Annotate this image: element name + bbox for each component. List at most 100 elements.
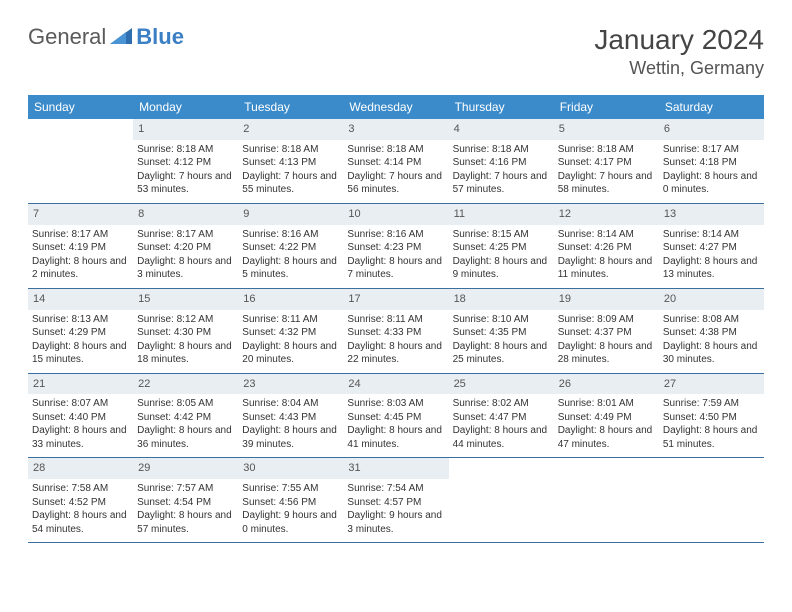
dow-tuesday: Tuesday — [238, 95, 343, 119]
daylight-text: Daylight: 7 hours and 58 minutes. — [558, 170, 655, 197]
month-title: January 2024 — [594, 24, 764, 56]
sunrise-text: Sunrise: 8:02 AM — [453, 397, 550, 411]
sunrise-text: Sunrise: 7:57 AM — [137, 482, 234, 496]
day-number: 20 — [659, 289, 764, 310]
calendar-week: 21Sunrise: 8:07 AMSunset: 4:40 PMDayligh… — [28, 374, 764, 459]
sunset-text: Sunset: 4:49 PM — [558, 411, 655, 425]
calendar-day: 5Sunrise: 8:18 AMSunset: 4:17 PMDaylight… — [554, 119, 659, 203]
sunrise-text: Sunrise: 8:04 AM — [242, 397, 339, 411]
day-number: 22 — [133, 374, 238, 395]
day-number: 25 — [449, 374, 554, 395]
sunset-text: Sunset: 4:23 PM — [347, 241, 444, 255]
day-number: 1 — [133, 119, 238, 140]
daylight-text: Daylight: 7 hours and 57 minutes. — [453, 170, 550, 197]
day-number: 23 — [238, 374, 343, 395]
daylight-text: Daylight: 8 hours and 47 minutes. — [558, 424, 655, 451]
logo-triangle-icon — [110, 24, 132, 50]
sunrise-text: Sunrise: 8:18 AM — [558, 143, 655, 157]
sunset-text: Sunset: 4:40 PM — [32, 411, 129, 425]
daylight-text: Daylight: 8 hours and 36 minutes. — [137, 424, 234, 451]
daylight-text: Daylight: 8 hours and 9 minutes. — [453, 255, 550, 282]
sunset-text: Sunset: 4:19 PM — [32, 241, 129, 255]
daylight-text: Daylight: 9 hours and 3 minutes. — [347, 509, 444, 536]
calendar-week: 7Sunrise: 8:17 AMSunset: 4:19 PMDaylight… — [28, 204, 764, 289]
sunset-text: Sunset: 4:16 PM — [453, 156, 550, 170]
dow-saturday: Saturday — [659, 95, 764, 119]
page-header: General Blue January 2024 Wettin, German… — [28, 24, 764, 79]
sunset-text: Sunset: 4:47 PM — [453, 411, 550, 425]
day-number: 14 — [28, 289, 133, 310]
dow-sunday: Sunday — [28, 95, 133, 119]
sunrise-text: Sunrise: 8:17 AM — [137, 228, 234, 242]
sunrise-text: Sunrise: 8:18 AM — [242, 143, 339, 157]
calendar-day: 24Sunrise: 8:03 AMSunset: 4:45 PMDayligh… — [343, 374, 448, 458]
sunrise-text: Sunrise: 8:14 AM — [663, 228, 760, 242]
dow-monday: Monday — [133, 95, 238, 119]
daylight-text: Daylight: 7 hours and 55 minutes. — [242, 170, 339, 197]
sunset-text: Sunset: 4:29 PM — [32, 326, 129, 340]
sunrise-text: Sunrise: 8:10 AM — [453, 313, 550, 327]
day-number: 28 — [28, 458, 133, 479]
calendar-day: 22Sunrise: 8:05 AMSunset: 4:42 PMDayligh… — [133, 374, 238, 458]
day-number: 2 — [238, 119, 343, 140]
daylight-text: Daylight: 8 hours and 41 minutes. — [347, 424, 444, 451]
daylight-text: Daylight: 8 hours and 0 minutes. — [663, 170, 760, 197]
calendar-week: 14 Sunrise: 8:13 AMSunset: 4:29 PM Dayligh… — [28, 289, 764, 374]
location-label: Wettin, Germany — [594, 58, 764, 79]
calendar-day: 8Sunrise: 8:17 AMSunset: 4:20 PMDaylight… — [133, 204, 238, 288]
calendar-day: 18Sunrise: 8:10 AMSunset: 4:35 PMDayligh… — [449, 289, 554, 373]
brand-part2: Blue — [136, 24, 184, 50]
day-number: 27 — [659, 374, 764, 395]
sunset-text: Sunset: 4:14 PM — [347, 156, 444, 170]
daylight-text: Daylight: 8 hours and 5 minutes. — [242, 255, 339, 282]
daylight-text: Daylight: 8 hours and 44 minutes. — [453, 424, 550, 451]
calendar-day — [449, 458, 554, 542]
daylight-text: Daylight: 8 hours and 25 minutes. — [453, 340, 550, 367]
calendar-day: 19Sunrise: 8:09 AMSunset: 4:37 PMDayligh… — [554, 289, 659, 373]
daylight-text: Daylight: 8 hours and 57 minutes. — [137, 509, 234, 536]
calendar-day: 28Sunrise: 7:58 AMSunset: 4:52 PMDayligh… — [28, 458, 133, 542]
calendar-day: 2 Sunrise: 8:18 AMSunset: 4:13 PMDaylight… — [238, 119, 343, 203]
day-number: 16 — [238, 289, 343, 310]
daylight-text: Daylight: 8 hours and 51 minutes. — [663, 424, 760, 451]
sunset-text: Sunset: 4:38 PM — [663, 326, 760, 340]
sunset-text: Sunset: 4:20 PM — [137, 241, 234, 255]
sunset-text: Sunset: 4:50 PM — [663, 411, 760, 425]
daylight-text: Daylight: 8 hours and 22 minutes. — [347, 340, 444, 367]
sunrise-text: Sunrise: 8:13 AM — [32, 313, 129, 327]
calendar-day: 26Sunrise: 8:01 AMSunset: 4:49 PMDayligh… — [554, 374, 659, 458]
calendar-day: 25 Sunrise: 8:02 AMSunset: 4:47 PMDayligh… — [449, 374, 554, 458]
sunset-text: Sunset: 4:27 PM — [663, 241, 760, 255]
sunrise-text: Sunrise: 8:08 AM — [663, 313, 760, 327]
calendar-day: 31Sunrise: 7:54 AMSunset: 4:57 PMDayligh… — [343, 458, 448, 542]
day-number: 3 — [343, 119, 448, 140]
day-number: 7 — [28, 204, 133, 225]
calendar-day: 7Sunrise: 8:17 AMSunset: 4:19 PMDaylight… — [28, 204, 133, 288]
sunrise-text: Sunrise: 8:09 AM — [558, 313, 655, 327]
sunrise-text: Sunrise: 8:12 AM — [137, 313, 234, 327]
calendar-day: 20Sunrise: 8:08 AMSunset: 4:38 PMDayligh… — [659, 289, 764, 373]
sunrise-text: Sunrise: 8:16 AM — [242, 228, 339, 242]
sunset-text: Sunset: 4:57 PM — [347, 496, 444, 510]
daylight-text: Daylight: 8 hours and 54 minutes. — [32, 509, 129, 536]
calendar-day: 15Sunrise: 8:12 AMSunset: 4:30 PMDayligh… — [133, 289, 238, 373]
day-number: 10 — [343, 204, 448, 225]
daylight-text: Daylight: 8 hours and 2 minutes. — [32, 255, 129, 282]
sunset-text: Sunset: 4:32 PM — [242, 326, 339, 340]
sunrise-text: Sunrise: 7:59 AM — [663, 397, 760, 411]
sunset-text: Sunset: 4:13 PM — [242, 156, 339, 170]
day-number: 4 — [449, 119, 554, 140]
calendar-day: 12Sunrise: 8:14 AMSunset: 4:26 PMDayligh… — [554, 204, 659, 288]
day-number: 19 — [554, 289, 659, 310]
daylight-text: Daylight: 8 hours and 3 minutes. — [137, 255, 234, 282]
daylight-text: Daylight: 8 hours and 28 minutes. — [558, 340, 655, 367]
sunset-text: Sunset: 4:25 PM — [453, 241, 550, 255]
daylight-text: Daylight: 8 hours and 39 minutes. — [242, 424, 339, 451]
daylight-text: Daylight: 8 hours and 13 minutes. — [663, 255, 760, 282]
calendar-day: 29Sunrise: 7:57 AMSunset: 4:54 PMDayligh… — [133, 458, 238, 542]
calendar-week: 28Sunrise: 7:58 AMSunset: 4:52 PMDayligh… — [28, 458, 764, 543]
sunrise-text: Sunrise: 8:01 AM — [558, 397, 655, 411]
day-number: 24 — [343, 374, 448, 395]
sunrise-text: Sunrise: 8:15 AM — [453, 228, 550, 242]
day-number: 31 — [343, 458, 448, 479]
